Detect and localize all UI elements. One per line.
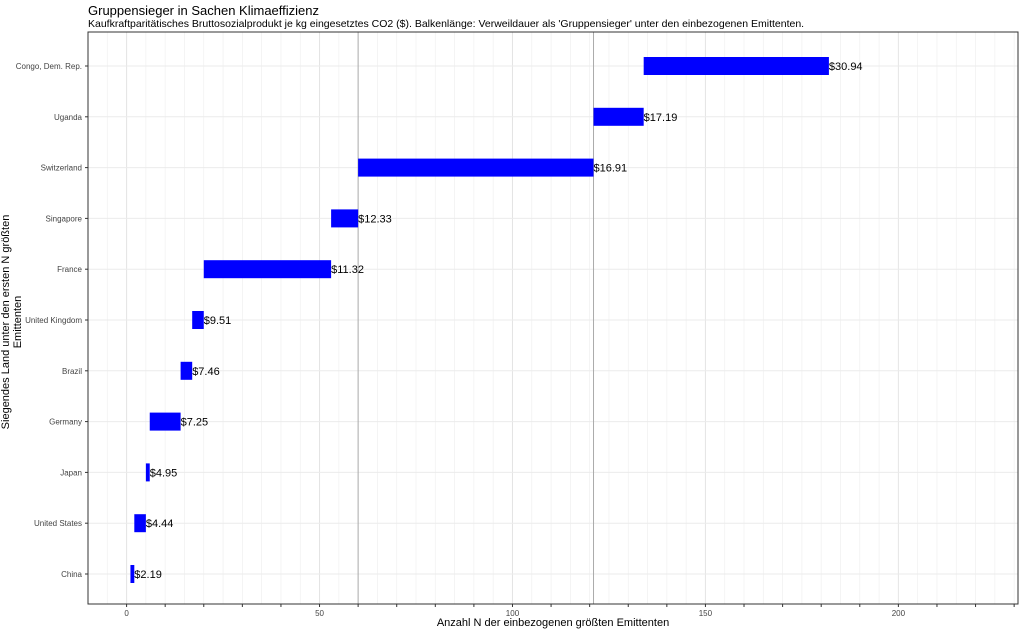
y-tick-label: United States [34,519,82,528]
data-label: $12.33 [358,213,392,225]
data-label: $9.51 [204,315,232,327]
bar [134,514,146,533]
y-tick-label: Switzerland [41,164,82,173]
data-label: $30.94 [829,61,863,73]
x-tick-label: 200 [892,609,906,618]
y-tick-label: China [61,570,82,579]
y-tick-label: Uganda [54,113,83,122]
bar [203,260,332,279]
panel-border [87,31,1019,605]
data-label: $2.19 [134,569,162,581]
y-tick-label: Congo, Dem. Rep. [16,62,82,71]
data-label: $16.91 [594,163,628,175]
data-label: $17.19 [644,112,678,124]
y-tick-label: Japan [60,468,82,477]
chart-subtitle: Kaufkraftparitätisches Bruttosozialprodu… [88,18,805,30]
bar [130,565,135,583]
x-tick-label: 0 [124,609,129,618]
y-tick-label: Singapore [46,214,83,223]
bar [145,463,150,482]
bar [180,361,193,380]
chart-title: Gruppensieger in Sachen Klimaeffizienz [88,3,320,18]
y-tick-label: France [57,265,82,274]
data-label: $4.95 [150,467,178,479]
bar [643,57,829,75]
data-label: $11.32 [331,264,364,276]
data-label: $7.25 [181,417,209,429]
bar [331,209,359,228]
bar [192,311,204,329]
bar [358,158,594,177]
bar [593,107,644,126]
y-tick-label: Brazil [62,367,82,376]
bar [149,412,181,431]
data-label: $7.46 [192,366,220,378]
x-tick-label: 150 [699,609,713,618]
data-label: $4.44 [146,518,174,530]
x-axis-label: Anzahl N der einbezogenen größten Emitte… [436,617,670,629]
y-tick-label: Germany [49,418,82,427]
x-tick-label: 100 [506,609,520,618]
x-tick-label: 50 [315,609,324,618]
y-tick-label: United Kingdom [25,316,82,325]
